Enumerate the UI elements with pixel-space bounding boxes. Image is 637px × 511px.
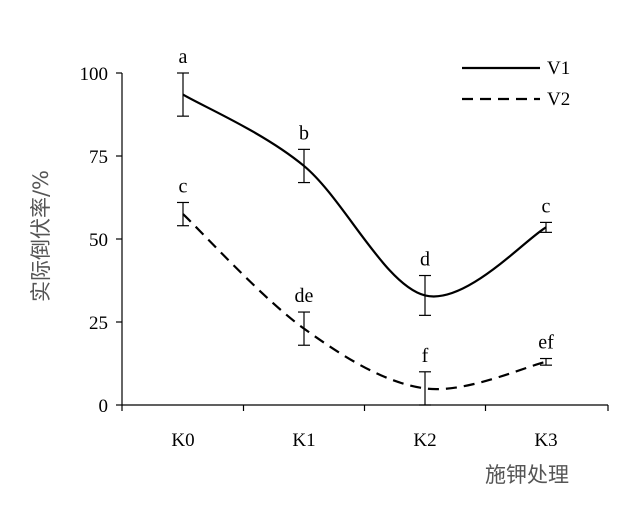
y-axis-title: 实际倒伏率/% [29, 170, 53, 302]
legend-label: V1 [547, 58, 570, 79]
series-line [182, 213, 547, 391]
y-tick-label: 25 [89, 313, 108, 334]
series-line [182, 93, 547, 298]
x-tick-label: K3 [534, 430, 557, 451]
y-tick-label: 0 [99, 396, 109, 417]
x-tick-label: K1 [292, 430, 315, 451]
significance-label: c [542, 195, 551, 217]
significance-label: de [295, 285, 314, 307]
series-v2: c de f ef [177, 175, 554, 406]
significance-label: ef [538, 332, 554, 354]
legend-label: V2 [547, 89, 570, 110]
significance-label: c [179, 175, 188, 197]
series-v1: a b d c [177, 46, 552, 316]
legend-item: V1 [462, 58, 570, 79]
x-axis-ticks: K0 K1 K2 K3 [121, 405, 609, 451]
significance-label: a [179, 46, 188, 68]
series-layer: a b d c c de f ef [177, 46, 554, 406]
significance-label: b [299, 122, 309, 144]
significance-label: d [420, 249, 430, 271]
legend-item: V2 [462, 89, 570, 110]
x-axis-title: 施钾处理 [485, 463, 569, 487]
y-tick-label: 75 [89, 147, 108, 168]
x-tick-label: K0 [171, 430, 194, 451]
significance-label: f [422, 345, 429, 367]
y-tick-label: 50 [89, 230, 108, 251]
y-tick-label: 100 [80, 64, 109, 85]
y-axis-ticks: 0 25 50 75 100 [80, 64, 122, 417]
x-tick-label: K2 [413, 430, 436, 451]
